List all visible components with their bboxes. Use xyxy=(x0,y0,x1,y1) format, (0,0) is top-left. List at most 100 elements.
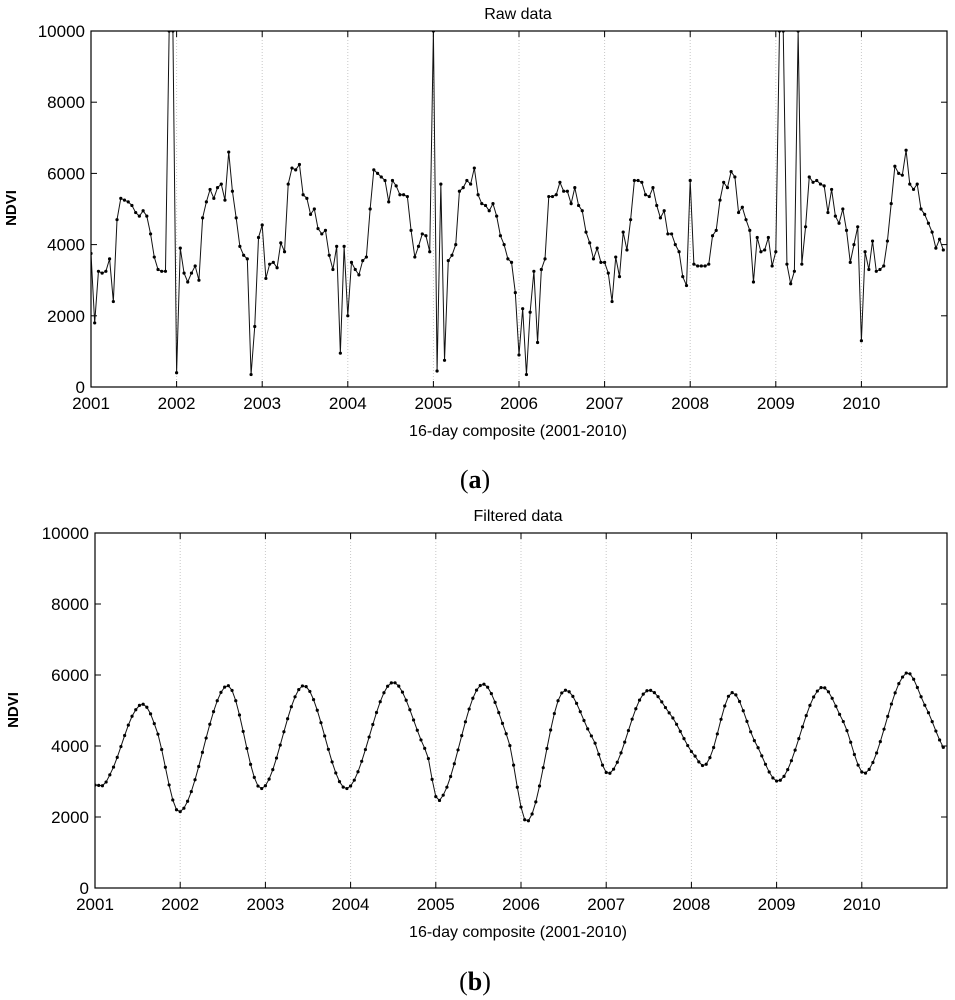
data-point xyxy=(175,371,179,375)
data-point xyxy=(156,267,160,272)
data-point xyxy=(726,694,731,698)
y-tick-label: 6000 xyxy=(51,666,89,685)
data-point xyxy=(703,264,707,268)
data-point xyxy=(740,205,744,209)
data-point xyxy=(697,760,701,764)
data-point xyxy=(315,708,319,712)
x-tick-label: 2001 xyxy=(76,895,114,914)
data-point xyxy=(710,234,715,238)
data-point xyxy=(591,257,596,261)
data-point xyxy=(580,209,584,213)
data-point xyxy=(483,203,488,208)
data-point xyxy=(341,785,345,789)
x-tick-label: 2002 xyxy=(158,394,196,413)
data-point xyxy=(904,671,908,675)
data-point xyxy=(115,218,119,222)
data-point xyxy=(289,705,293,709)
data-point xyxy=(497,711,501,715)
data-point xyxy=(509,260,514,264)
data-point xyxy=(856,225,860,229)
data-point xyxy=(524,372,529,377)
data-point xyxy=(208,187,212,192)
data-point xyxy=(219,690,223,694)
data-point xyxy=(815,689,819,693)
data-point xyxy=(526,819,531,823)
data-point xyxy=(472,166,476,170)
data-point xyxy=(308,212,313,216)
data-point xyxy=(626,728,631,733)
data-point xyxy=(134,708,138,712)
data-point xyxy=(763,248,767,252)
data-point xyxy=(919,695,923,699)
data-point xyxy=(662,209,666,213)
data-point xyxy=(600,763,605,767)
y-tick-label: 2000 xyxy=(51,808,89,827)
data-point xyxy=(535,340,540,345)
data-point xyxy=(637,698,642,702)
data-point xyxy=(326,747,330,751)
data-point xyxy=(489,691,493,696)
data-point xyxy=(715,732,719,736)
data-point xyxy=(100,271,104,275)
data-point xyxy=(733,175,737,179)
data-point xyxy=(856,763,860,767)
plot-frame xyxy=(94,532,948,889)
data-point xyxy=(197,764,201,769)
data-point xyxy=(439,182,443,186)
data-point xyxy=(107,257,112,261)
data-point xyxy=(759,250,763,254)
data-point xyxy=(629,218,633,222)
data-point xyxy=(915,182,919,186)
data-point xyxy=(849,740,853,744)
data-point xyxy=(304,685,308,689)
data-point xyxy=(297,687,301,692)
data-point xyxy=(863,250,867,254)
data-point xyxy=(400,690,405,694)
data-point xyxy=(860,770,864,774)
data-point xyxy=(560,691,564,695)
y-tick-label: 10000 xyxy=(42,524,89,543)
data-point xyxy=(693,754,697,758)
data-point xyxy=(666,232,670,236)
data-point xyxy=(263,784,267,788)
x-tick-label: 2002 xyxy=(161,895,199,914)
data-point xyxy=(457,189,462,193)
data-point xyxy=(689,749,694,754)
data-point xyxy=(282,730,286,734)
data-point xyxy=(437,798,442,803)
data-point xyxy=(674,722,679,726)
data-point xyxy=(237,713,242,717)
data-point xyxy=(346,314,350,318)
panel-b-gridlines xyxy=(179,533,863,888)
data-point xyxy=(267,777,271,781)
data-point xyxy=(582,718,586,723)
data-point xyxy=(123,733,127,738)
data-point xyxy=(837,712,842,716)
x-tick-label: 2003 xyxy=(243,394,281,413)
data-point xyxy=(415,728,419,732)
y-tick-label: 8000 xyxy=(47,93,85,112)
data-point xyxy=(476,193,480,197)
data-point xyxy=(811,180,815,184)
data-point xyxy=(608,771,612,775)
data-point xyxy=(819,685,823,690)
data-point xyxy=(434,794,438,799)
data-point xyxy=(778,778,782,782)
panel-b-y-axis: 0 2000 4000 6000 8000 10000 xyxy=(42,524,947,898)
data-point xyxy=(756,746,760,750)
data-point xyxy=(670,232,674,236)
data-point xyxy=(908,672,912,676)
data-point xyxy=(882,727,886,731)
data-point xyxy=(826,690,831,694)
data-point xyxy=(852,752,856,757)
data-point xyxy=(684,283,689,288)
data-point xyxy=(593,741,597,745)
data-point xyxy=(374,710,379,715)
data-point xyxy=(178,246,182,250)
data-point xyxy=(562,189,566,193)
data-point xyxy=(93,321,97,325)
data-point xyxy=(268,262,272,266)
data-point xyxy=(549,728,553,732)
data-point xyxy=(837,221,841,225)
